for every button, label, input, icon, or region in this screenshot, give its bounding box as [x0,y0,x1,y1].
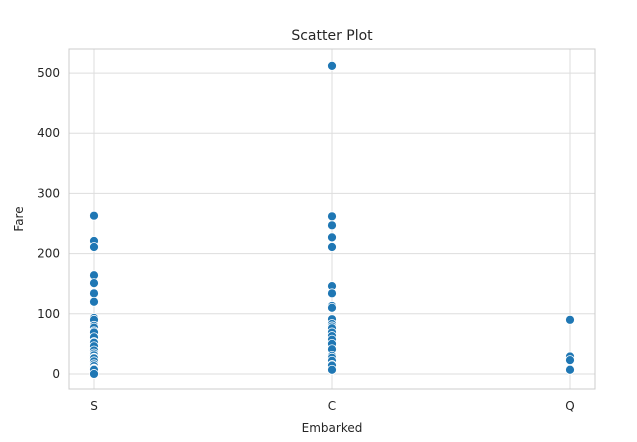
y-axis-label: Fare [12,206,26,231]
y-tick-label: 0 [52,367,60,381]
scatter-point [565,355,575,366]
x-axis-label: Embarked [302,421,363,435]
y-tick-label: 300 [37,186,60,200]
y-tick-label: 200 [37,247,60,261]
scatter-point [327,302,337,313]
x-tick-label: Q [565,399,574,413]
scatter-point [327,60,337,71]
x-tick-label: S [90,399,98,413]
y-tick-label: 500 [37,66,60,80]
y-tick-label: 100 [37,307,60,321]
scatter-point [89,296,99,307]
scatter-point [327,232,337,243]
plot-frame [68,48,596,390]
x-tick-label: C [328,399,336,413]
scatter-point [327,242,337,252]
scatter-point [89,242,99,252]
scatter-point [89,288,99,299]
scatter-point [327,220,337,231]
scatter-point [327,364,337,375]
scatter-point [327,211,337,222]
y-tick-labels: 0 100 200 300 400 500 [37,66,60,381]
scatter-point [89,210,99,221]
scatter-point [565,364,575,375]
chart-title: Scatter Plot [291,28,373,44]
scatter-point [89,278,99,288]
y-tick-label: 400 [37,126,60,140]
scatter-point [89,369,99,379]
scatter-point [327,288,337,299]
scatter-point [565,314,575,325]
data-points [89,60,575,379]
